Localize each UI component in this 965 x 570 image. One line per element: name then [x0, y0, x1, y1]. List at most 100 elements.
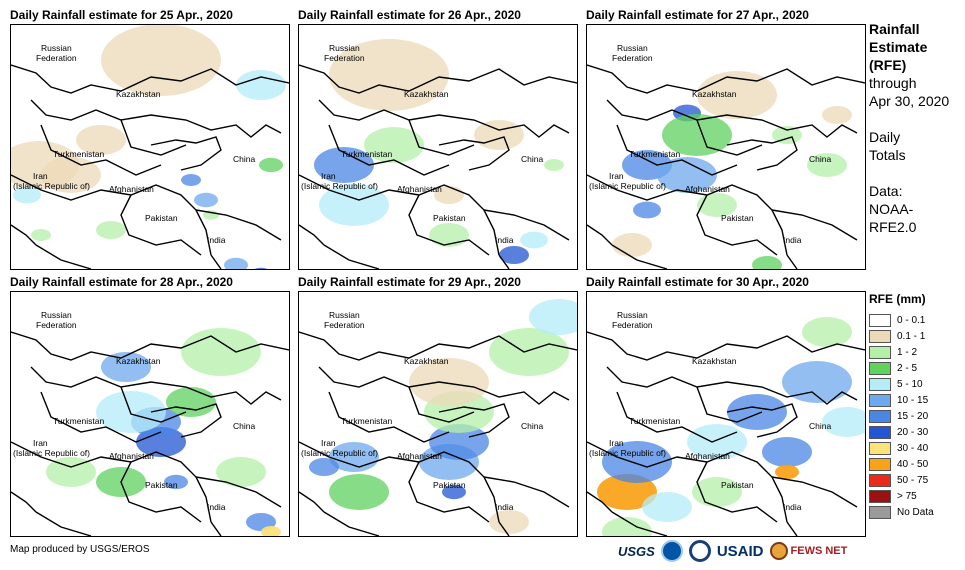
legend-label: 0 - 0.1	[897, 314, 926, 326]
country-label: (Islamic Republic of)	[13, 448, 90, 458]
sidebar: Rainfall Estimate (RFE) through Apr 30, …	[869, 20, 965, 236]
country-border	[611, 244, 668, 269]
legend-label: 15 - 20	[897, 410, 929, 422]
country-border	[318, 99, 570, 138]
rainfall-area	[236, 70, 286, 100]
country-border	[40, 124, 162, 176]
country-label: Russian	[41, 43, 72, 53]
country-label: Kazakhstan	[404, 89, 449, 99]
country-label: India	[783, 502, 802, 512]
rainfall-area	[319, 184, 389, 226]
rainfall-area	[775, 464, 799, 480]
panel-title: Daily Rainfall estimate for 30 Apr., 202…	[586, 275, 809, 289]
rainfall-area	[194, 192, 218, 208]
country-label: Kazakhstan	[404, 356, 449, 366]
panel-title: Daily Rainfall estimate for 29 Apr., 202…	[298, 275, 521, 289]
rainfall-area	[364, 127, 424, 163]
legend-item: 20 - 30	[869, 424, 965, 440]
rainfall-area	[697, 193, 737, 217]
country-label: Afghanistan	[109, 184, 154, 194]
legend-item: 1 - 2	[869, 344, 965, 360]
country-label: (Islamic Republic of)	[589, 181, 666, 191]
rainfall-area	[687, 424, 747, 460]
rainfall-area	[489, 328, 569, 376]
country-label: Kazakhstan	[116, 89, 161, 99]
sidebar-data-source-1: NOAA-	[869, 201, 914, 217]
country-label: Afghanistan	[397, 184, 442, 194]
usaid-logo: USAID	[716, 542, 764, 560]
legend-label: 30 - 40	[897, 442, 929, 454]
rainfall-area	[76, 125, 126, 155]
country-label: Iran	[321, 438, 336, 448]
country-label: Turkmenistan	[629, 416, 680, 426]
country-border	[726, 403, 798, 438]
country-label: Iran	[609, 438, 624, 448]
country-label: Iran	[609, 171, 624, 181]
country-border	[35, 511, 92, 536]
country-label: Turkmenistan	[53, 149, 104, 159]
country-label: (Islamic Republic of)	[589, 448, 666, 458]
legend-swatch	[869, 377, 891, 391]
sidebar-daily: Daily	[869, 129, 901, 145]
country-border	[498, 254, 510, 269]
nws-logo	[688, 540, 711, 562]
country-border	[438, 403, 510, 438]
country-label: Turkmenistan	[629, 149, 680, 159]
sidebar-data-label: Data:	[869, 183, 903, 199]
country-label: China	[233, 421, 255, 431]
legend-rows: 0 - 0.1 0.1 - 1 1 - 2 2 - 5 5 - 10 10 - 15 15 …	[869, 312, 965, 520]
country-border	[587, 491, 613, 513]
country-border	[299, 224, 325, 246]
country-border	[299, 491, 325, 513]
country-label: China	[809, 421, 831, 431]
country-border	[606, 366, 858, 405]
country-label: Afghanistan	[685, 184, 730, 194]
panel-title: Daily Rainfall estimate for 25 Apr., 202…	[10, 8, 233, 22]
legend-item: 2 - 5	[869, 360, 965, 376]
country-border	[323, 511, 380, 536]
rainfall-area	[216, 457, 266, 487]
sidebar-heading-2: Estimate	[869, 39, 928, 55]
rainfall-area	[41, 157, 101, 193]
rainfall-area	[822, 106, 852, 124]
rainfall-map: Russian Federation Kazakhstan Turkmenistan I…	[10, 24, 290, 270]
country-label: Kazakhstan	[116, 356, 161, 366]
country-border	[771, 476, 858, 508]
rainfall-map: Russian Federation Kazakhstan Turkmenistan I…	[586, 24, 866, 270]
legend-title: RFE (mm)	[869, 292, 926, 306]
country-border	[587, 224, 613, 246]
rainfall-area	[662, 114, 732, 156]
country-label: (Islamic Republic of)	[13, 181, 90, 191]
rainfall-area	[314, 147, 374, 183]
rainfall-area	[181, 328, 261, 376]
legend-item: 15 - 20	[869, 408, 965, 424]
country-border	[616, 391, 738, 443]
country-border	[408, 461, 490, 523]
legend-item: No Data	[869, 504, 965, 520]
rainfall-map: Russian Federation Kazakhstan Turkmenistan I…	[298, 24, 578, 270]
country-label: China	[233, 154, 255, 164]
rainfall-area	[166, 387, 216, 417]
legend-swatch	[869, 505, 891, 519]
rainfall-area	[697, 71, 777, 119]
country-border	[328, 124, 450, 176]
rainfall-area	[101, 25, 221, 96]
legend-swatch	[869, 345, 891, 359]
fewsnet-text: FEWS NET	[790, 545, 848, 557]
rainfall-area	[499, 246, 529, 264]
legend-swatch	[869, 441, 891, 455]
country-label: Russian	[617, 43, 648, 53]
rainfall-area	[597, 474, 657, 510]
fewsnet-logo: FEWS NET	[769, 542, 848, 560]
country-label: India	[207, 235, 226, 245]
country-border	[408, 386, 475, 423]
legend-swatch	[869, 393, 891, 407]
legend-item: 10 - 15	[869, 392, 965, 408]
country-label: Pakistan	[721, 213, 754, 223]
country-border	[611, 511, 668, 536]
legend-item: 50 - 75	[869, 472, 965, 488]
rainfall-area	[409, 358, 489, 406]
country-label: Federation	[324, 53, 365, 63]
country-label: Pakistan	[145, 213, 178, 223]
